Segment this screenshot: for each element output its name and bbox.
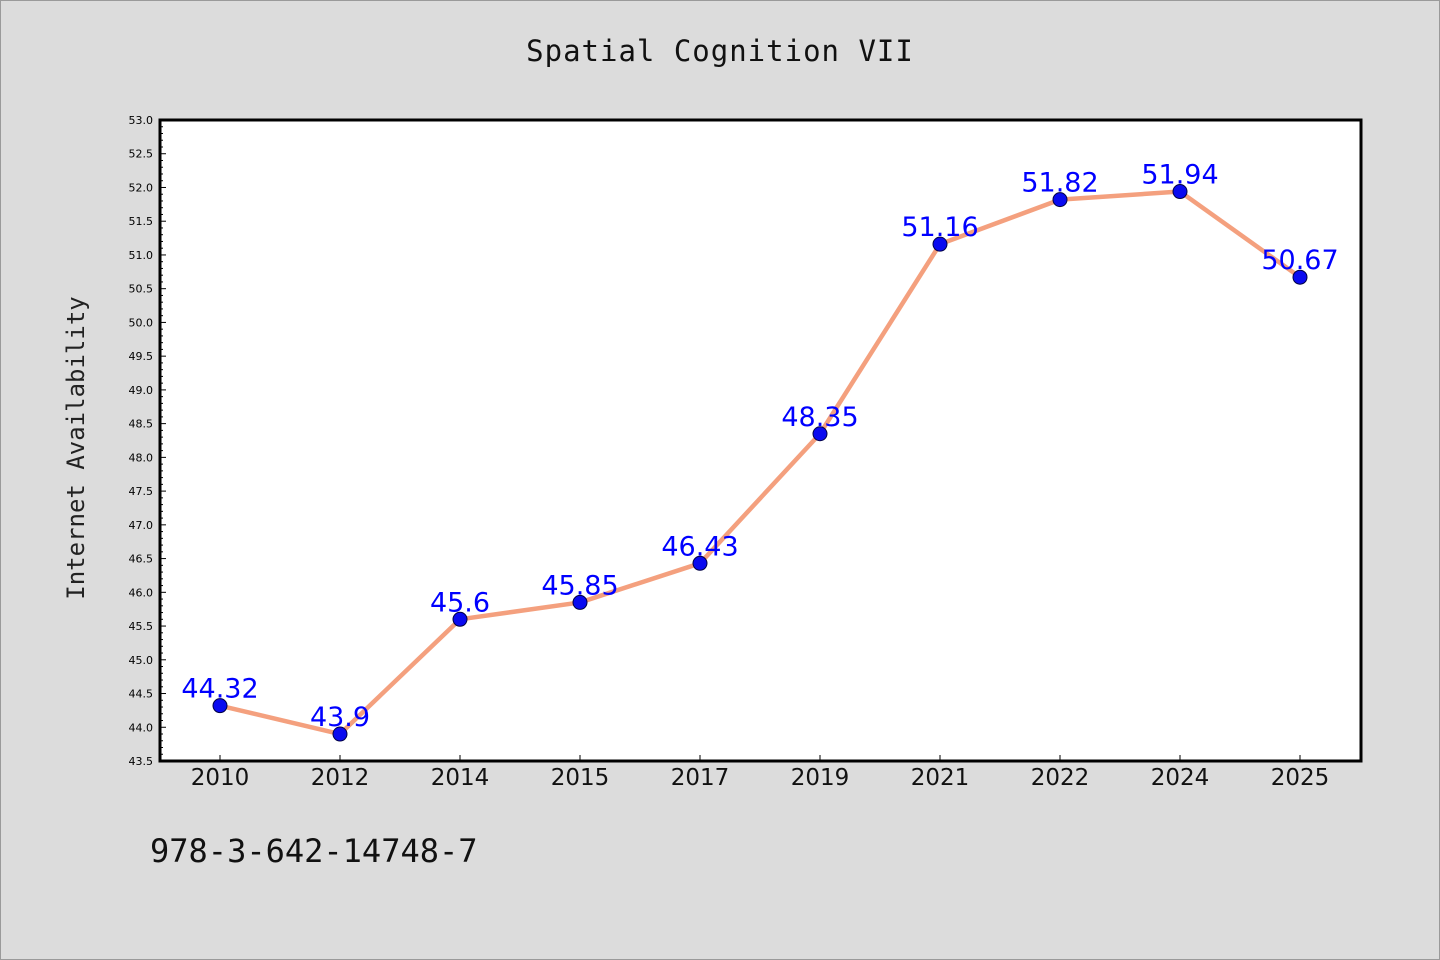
data-label: 43.9 — [310, 702, 370, 733]
y-tick-label: 52.0 — [129, 181, 154, 194]
y-tick-label: 50.0 — [129, 316, 154, 329]
chart-title: Spatial Cognition VII — [526, 34, 914, 68]
data-point — [1292, 269, 1308, 285]
y-tick-label: 49.5 — [129, 350, 154, 363]
data-label: 46.43 — [661, 531, 738, 562]
data-point — [812, 426, 828, 442]
x-tick-label: 2022 — [1031, 765, 1090, 791]
data-label: 48.35 — [781, 402, 858, 433]
y-tick-label: 46.0 — [129, 586, 154, 599]
x-tick-label: 2021 — [911, 765, 970, 791]
x-tick-label: 2012 — [311, 765, 370, 791]
y-tick-label: 49.0 — [129, 384, 154, 397]
x-tick-label: 2025 — [1271, 765, 1330, 791]
data-label: 45.6 — [430, 587, 490, 618]
y-tick-label: 51.0 — [129, 249, 154, 262]
x-tick-label: 2010 — [191, 765, 250, 791]
y-tick-label: 51.5 — [129, 215, 154, 228]
y-tick-label: 45.0 — [129, 654, 154, 667]
data-point — [212, 698, 228, 714]
x-tick-label: 2015 — [551, 765, 610, 791]
data-point — [692, 555, 708, 571]
x-tick-label: 2017 — [671, 765, 730, 791]
y-tick-label: 47.0 — [129, 519, 154, 532]
data-point — [572, 594, 588, 610]
y-tick-label: 48.5 — [129, 418, 154, 431]
y-tick-label: 44.5 — [129, 688, 154, 701]
data-label: 51.82 — [1021, 168, 1098, 199]
data-label: 50.67 — [1261, 245, 1338, 276]
data-label: 51.16 — [901, 212, 978, 243]
y-tick-label: 50.5 — [129, 283, 154, 296]
data-point — [1052, 192, 1068, 208]
y-tick-label: 47.5 — [129, 485, 154, 498]
data-label: 51.94 — [1141, 160, 1218, 191]
x-tick-label: 2014 — [431, 765, 490, 791]
y-axis-ticks: 43.5 44.0 44.5 45.0 45.5 46.0 46.5 47.0 47.5 48.0… — [129, 114, 166, 768]
data-point — [1172, 184, 1188, 200]
y-tick-label: 44.0 — [129, 721, 154, 734]
x-tick-label: 2024 — [1151, 765, 1210, 791]
y-tick-label: 52.5 — [129, 148, 154, 161]
x-axis-ticks: 2010 2012 2014 2015 2017 2019 2021 2022 2024 2025 — [191, 755, 1330, 791]
plot-area — [158, 118, 1363, 763]
data-point — [932, 236, 948, 252]
y-tick-label: 48.0 — [129, 451, 154, 464]
data-label: 44.32 — [181, 674, 258, 705]
y-tick-label: 53.0 — [129, 114, 154, 127]
y-tick-label: 43.5 — [129, 755, 154, 768]
series-line — [217, 189, 1303, 737]
series-group: 44.32 43.9 45.6 45.85 46.43 48.35 51.16 51.82 51… — [181, 160, 1339, 742]
y-tick-label: 45.5 — [129, 620, 154, 633]
data-point — [332, 726, 348, 742]
isbn-footer: 978-3-642-14748-7 — [150, 832, 478, 870]
x-tick-label: 2019 — [791, 765, 850, 791]
data-point — [452, 611, 468, 627]
y-tick-label: 46.5 — [129, 553, 154, 566]
data-label: 45.85 — [541, 570, 618, 601]
